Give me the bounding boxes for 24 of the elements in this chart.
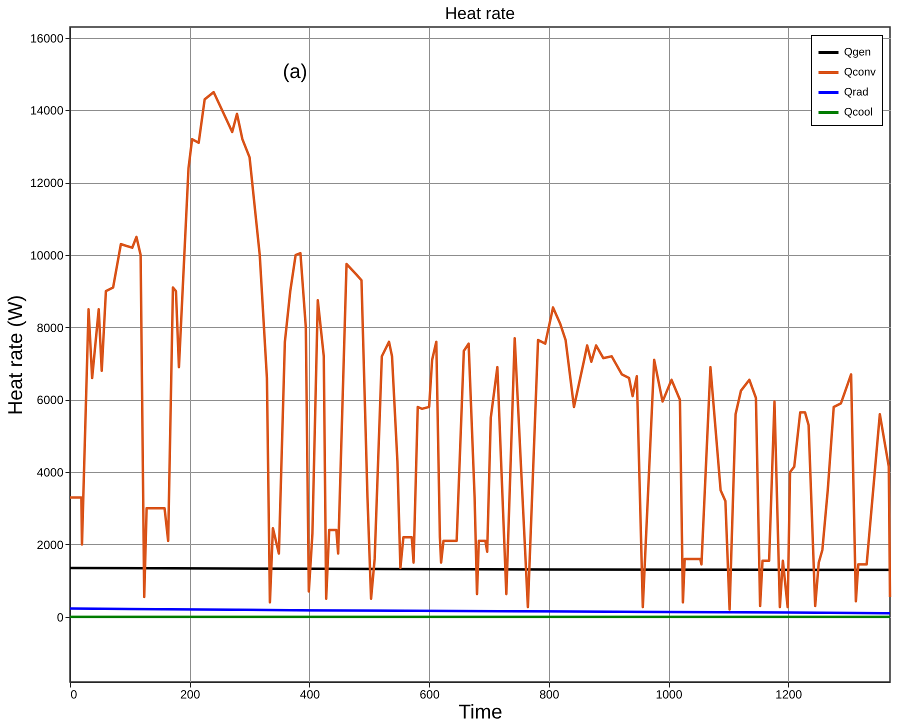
y-tick-label: 10000 <box>30 248 64 262</box>
y-tick-label: 12000 <box>30 176 64 190</box>
legend-label: Qcool <box>844 106 873 118</box>
x-axis-title: Time <box>458 702 502 724</box>
legend-label: Qrad <box>844 86 868 98</box>
y-tick-label: 0 <box>56 610 64 624</box>
x-tick-label: 600 <box>420 688 440 702</box>
y-axis-title: Heat rate (W) <box>5 294 28 416</box>
x-tick-label: 0 <box>70 688 78 702</box>
x-tick-label: 1000 <box>656 688 683 702</box>
chart-title: Heat rate <box>445 4 515 23</box>
x-tick-label: 200 <box>180 688 201 702</box>
y-tick-label: 2000 <box>36 538 64 552</box>
x-tick-label: 400 <box>300 688 320 702</box>
y-tick-label: 4000 <box>36 466 64 480</box>
legend-label: Qconv <box>844 66 876 78</box>
y-tick-label: 6000 <box>36 393 64 408</box>
y-tick-label: 16000 <box>30 31 64 46</box>
annotation: (a) <box>282 61 308 83</box>
y-tick-label: 8000 <box>36 320 64 335</box>
y-tick-label: 14000 <box>30 104 64 118</box>
legend-label: Qgen <box>844 46 871 58</box>
x-tick-label: 800 <box>539 688 560 702</box>
x-tick-label: 1200 <box>775 688 802 702</box>
